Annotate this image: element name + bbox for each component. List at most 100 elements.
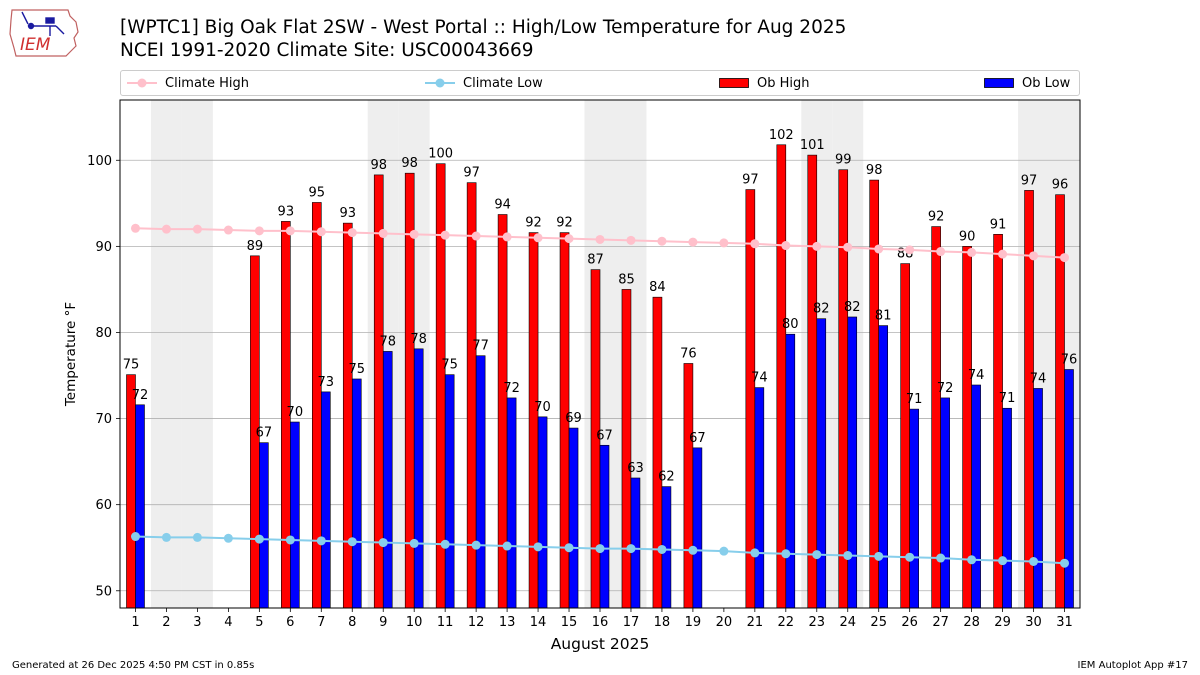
ob-low-bar — [475, 355, 486, 609]
ob-low-bar — [290, 421, 300, 609]
ob-low-bar — [599, 444, 610, 609]
climate-high-point — [812, 241, 822, 251]
ob-high-value-label: 88 — [897, 247, 914, 262]
ob-low-value-label: 72 — [503, 381, 520, 396]
legend-swatch-climate-high — [127, 78, 157, 88]
ob-low-bar — [320, 391, 331, 609]
ob-low-value-label: 67 — [596, 428, 613, 443]
x-tick-label: 28 — [963, 615, 980, 630]
ob-low-bar — [661, 486, 672, 609]
climate-low-point — [812, 550, 822, 560]
ob-low-value-label: 72 — [937, 381, 954, 396]
ob-high-value-label: 92 — [525, 216, 542, 231]
weekend-shade — [584, 100, 616, 608]
x-tick-label: 18 — [654, 615, 671, 630]
climate-high-point — [130, 223, 140, 233]
climate-low-point — [843, 550, 853, 560]
x-tick-label: 27 — [932, 615, 949, 630]
ob-low-bar — [754, 387, 765, 609]
ob-low-value-label: 78 — [379, 334, 396, 349]
climate-high-point — [223, 225, 233, 235]
generated-timestamp: Generated at 26 Dec 2025 4:50 PM CST in … — [12, 660, 255, 671]
ob-high-bar — [342, 222, 353, 609]
climate-low-point — [998, 556, 1008, 566]
ob-high-bar — [250, 255, 260, 609]
ob-high-bar — [1024, 190, 1034, 609]
ob-low-bar — [382, 351, 393, 609]
ob-high-value-label: 99 — [835, 153, 852, 168]
ob-high-value-label: 97 — [742, 173, 759, 188]
climate-high-point — [378, 228, 388, 238]
x-tick-label: 6 — [286, 615, 294, 630]
ob-low-value-label: 70 — [287, 405, 304, 420]
x-tick-label: 11 — [437, 615, 454, 630]
climate-low-point — [719, 546, 729, 556]
ob-low-bar — [878, 325, 889, 609]
y-tick-label: 50 — [95, 584, 112, 599]
climate-high-point — [595, 234, 605, 244]
ob-high-value-label: 98 — [866, 163, 883, 178]
ob-low-value-label: 77 — [472, 339, 489, 354]
weekend-shade — [398, 100, 430, 608]
ob-high-bar — [373, 174, 384, 609]
ob-low-value-label: 81 — [875, 309, 892, 324]
ob-low-value-label: 82 — [844, 300, 861, 315]
ob-high-value-label: 93 — [278, 204, 295, 219]
ob-low-value-label: 73 — [318, 375, 335, 390]
x-tick-label: 19 — [685, 615, 702, 630]
plot-frame — [119, 99, 1081, 609]
x-tick-label: 2 — [162, 615, 170, 630]
climate-low-point — [874, 551, 884, 561]
climate-low-point — [533, 542, 543, 552]
climate-low-point — [967, 555, 977, 565]
climate-low-point — [750, 548, 760, 558]
ob-low-bar — [506, 397, 517, 609]
weekend-shade — [367, 100, 399, 608]
ob-high-value-label: 84 — [649, 280, 666, 295]
ob-low-bar — [135, 404, 145, 609]
climate-low-point — [223, 533, 233, 543]
weekend-shade — [150, 100, 182, 608]
ob-low-bar — [413, 348, 424, 609]
ob-low-bar — [940, 397, 950, 609]
iowa-state-outline-icon — [9, 9, 79, 57]
climate-high-point — [161, 224, 171, 234]
x-axis-label: August 2025 — [551, 635, 650, 653]
x-tick-label: 21 — [747, 615, 764, 630]
ob-high-bar — [962, 246, 972, 609]
x-tick-label: 5 — [255, 615, 263, 630]
ob-low-value-label: 67 — [256, 426, 273, 441]
ob-high-value-label: 90 — [959, 229, 976, 244]
legend-label-ob-low: Ob Low — [1022, 75, 1071, 91]
ob-low-bar — [537, 416, 548, 609]
climate-high-point — [502, 232, 512, 242]
legend-label-ob-high: Ob High — [757, 75, 810, 91]
y-tick-label: 80 — [95, 326, 112, 341]
x-tick-label: 7 — [317, 615, 325, 630]
ob-high-bar — [869, 179, 880, 609]
legend-swatch-climate-low — [425, 78, 455, 88]
climate-high-point — [1029, 251, 1039, 261]
ob-high-value-label: 98 — [370, 158, 387, 173]
weekend-shade — [181, 100, 213, 608]
ob-high-bar — [590, 269, 601, 609]
ob-high-value-label: 91 — [990, 217, 1007, 232]
climate-high-line — [135, 227, 1065, 259]
chart-title: [WPTC1] Big Oak Flat 2SW - West Portal :… — [120, 17, 847, 38]
climate-high-point — [688, 237, 698, 247]
climate-low-point — [905, 552, 915, 562]
ob-high-value-label: 97 — [1021, 173, 1038, 188]
ob-low-value-label: 72 — [132, 388, 149, 403]
ob-high-value-label: 94 — [494, 198, 511, 213]
x-tick-label: 10 — [406, 615, 423, 630]
x-tick-label: 15 — [561, 615, 578, 630]
ob-high-bar — [931, 226, 941, 609]
x-tick-label: 30 — [1025, 615, 1042, 630]
x-tick-label: 1 — [131, 615, 139, 630]
ob-high-value-label: 92 — [928, 210, 945, 225]
ob-low-bar — [568, 427, 579, 609]
x-tick-label: 31 — [1056, 615, 1073, 630]
climate-low-point — [285, 535, 295, 545]
weekend-shade — [1018, 100, 1050, 608]
ob-high-value-label: 102 — [769, 128, 794, 143]
